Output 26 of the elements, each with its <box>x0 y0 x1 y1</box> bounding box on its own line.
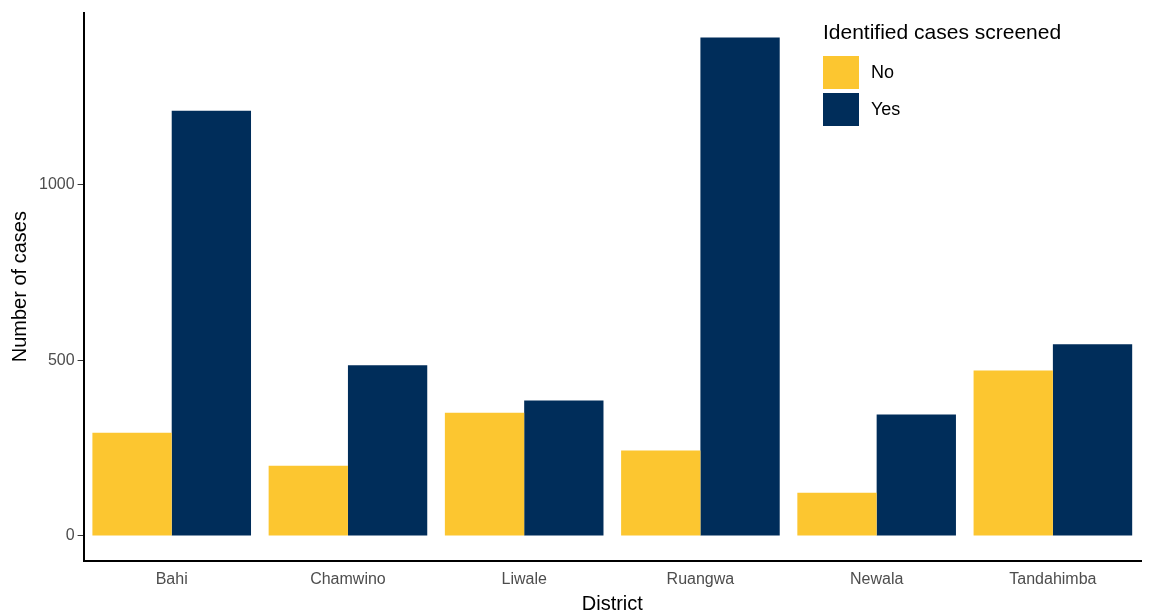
x-tick-label: Newala <box>849 569 904 587</box>
bar <box>92 432 172 536</box>
x-tick-label: Tandahimba <box>1009 569 1097 587</box>
bar <box>524 400 604 536</box>
bar <box>621 450 701 536</box>
bar <box>700 37 780 536</box>
y-axis-title: Number of cases <box>7 211 30 363</box>
x-tick-label: Bahi <box>155 569 188 587</box>
bar <box>973 370 1053 536</box>
x-tick-label: Ruangwa <box>666 569 735 587</box>
y-tick-label: 1000 <box>39 175 75 193</box>
y-tick-label: 500 <box>47 350 75 368</box>
legend-title: Identified cases screened <box>823 20 1062 44</box>
x-tick-label: Liwale <box>501 569 547 587</box>
x-axis-title: District <box>581 591 644 614</box>
x-tick-label: Chamwino <box>310 569 386 587</box>
bar <box>268 465 348 536</box>
bar <box>876 414 956 536</box>
y-tick-label: 0 <box>65 526 75 544</box>
bar <box>444 412 525 536</box>
bar <box>171 110 252 536</box>
legend-label: Yes <box>871 99 901 120</box>
bar <box>347 365 428 536</box>
bar <box>1052 344 1133 536</box>
bar <box>797 492 877 536</box>
legend-label: No <box>871 62 895 83</box>
